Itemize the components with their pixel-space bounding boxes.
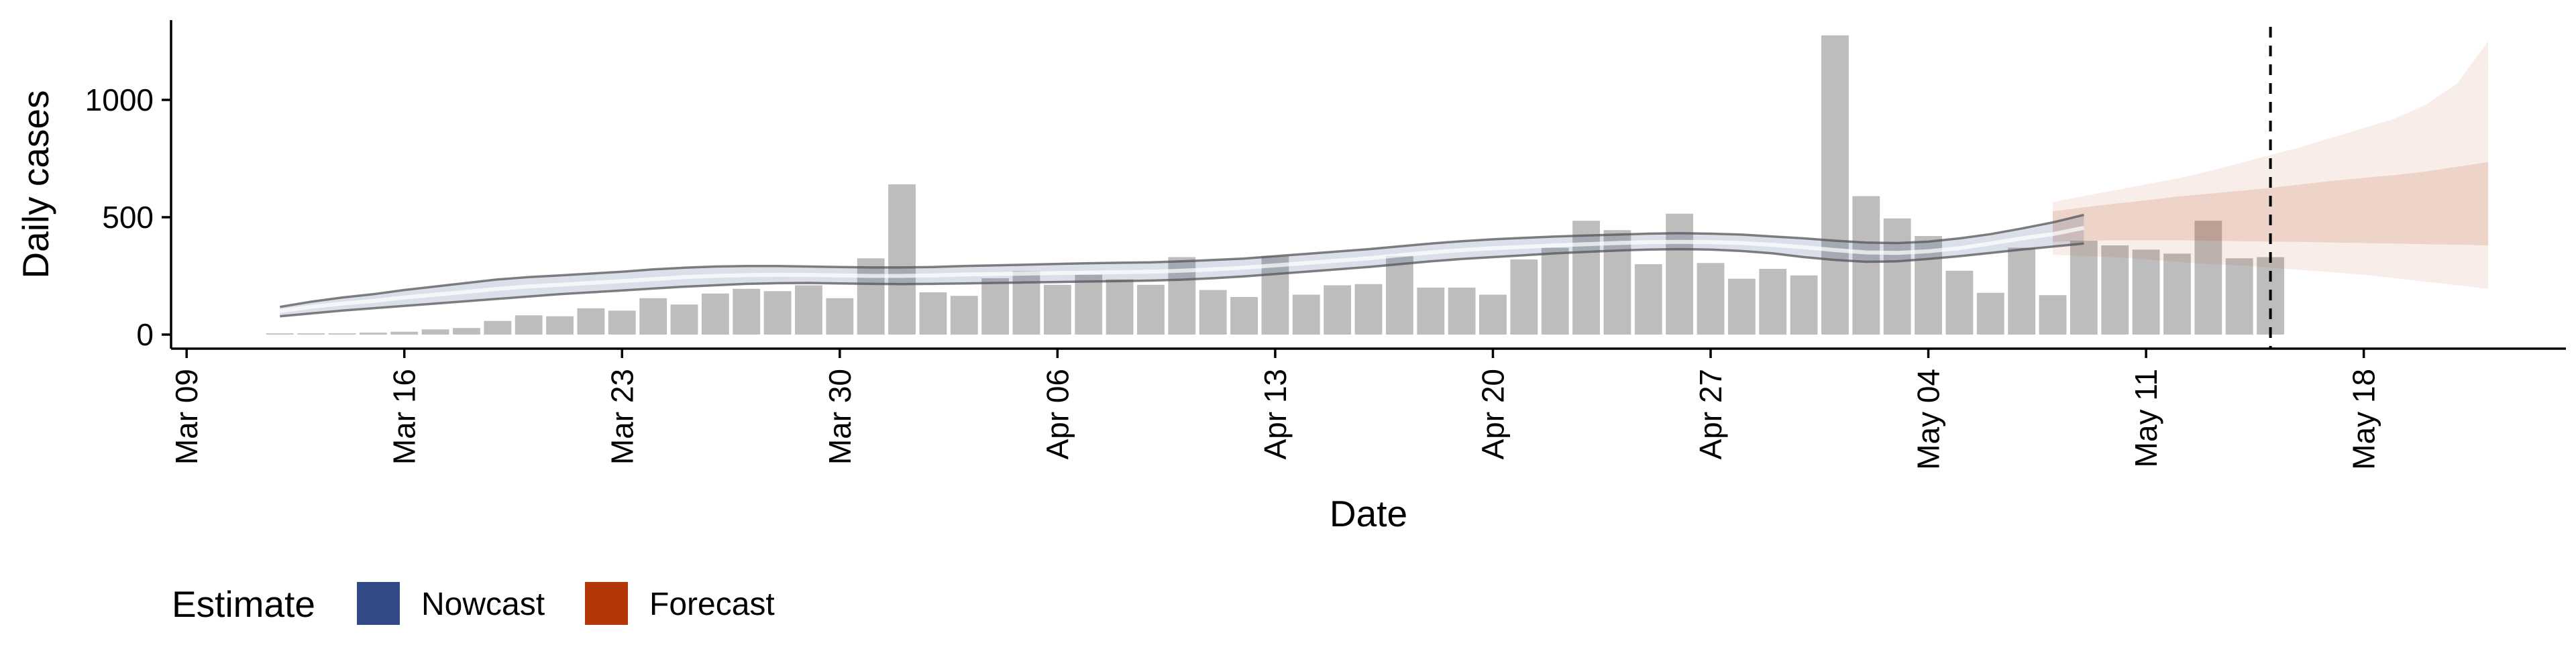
legend-key-nowcast: [357, 582, 400, 625]
daily-cases-bar: [1666, 213, 1694, 335]
daily-cases-bar: [1603, 230, 1631, 335]
daily-cases-bar: [2070, 241, 2098, 335]
daily-cases-bar: [1354, 284, 1383, 335]
daily-cases-bar: [1106, 279, 1134, 335]
legend-label-forecast: Forecast: [649, 587, 775, 622]
axes-layer: 0 500 1000 Mar 09 Mar 16 Mar 23 Mar 30 Apr 06 Ap…: [85, 20, 2566, 470]
x-tick-label: May 11: [2129, 369, 2163, 467]
daily-cases-bar: [546, 316, 574, 335]
daily-cases-bar: [484, 320, 512, 335]
daily-cases-bar: [1541, 247, 1569, 335]
daily-cases-bar: [515, 315, 543, 335]
daily-cases-bar: [1324, 285, 1352, 335]
daily-cases-bar: [1821, 35, 1849, 335]
legend-label-nowcast: Nowcast: [421, 587, 545, 622]
x-tick-label: Apr 13: [1258, 369, 1293, 460]
daily-cases-bar: [733, 288, 761, 335]
daily-cases-bar: [1230, 297, 1258, 335]
daily-cases-bar: [328, 333, 356, 335]
y-axis-title: Daily cases: [15, 90, 56, 278]
x-axis-title: Date: [1330, 493, 1407, 534]
nowcast-lower-bound: [280, 242, 2084, 318]
daily-cases-bar: [1292, 294, 1320, 335]
legend: Estimate Nowcast Forecast: [172, 582, 775, 625]
daily-cases-bar: [826, 298, 854, 335]
nowcast-layer: [279, 213, 2084, 318]
daily-cases-bar: [1790, 275, 1818, 335]
y-tick-label: 500: [102, 200, 154, 235]
daily-cases-bar: [857, 258, 885, 335]
daily-cases-bar: [2008, 247, 2036, 335]
x-tick-label: Mar 09: [169, 369, 204, 465]
daily-cases-bar: [2163, 253, 2191, 335]
daily-cases-bar: [1448, 288, 1476, 335]
daily-cases-bar: [1479, 294, 1507, 335]
daily-cases-bar: [1852, 196, 1880, 335]
legend-title: Estimate: [172, 583, 315, 625]
y-tick-label: 0: [136, 317, 154, 352]
daily-cases-bar: [919, 292, 947, 335]
y-tick-label: 1000: [85, 82, 154, 117]
nowcast-median-line: [279, 225, 2084, 313]
daily-cases-bar: [763, 291, 792, 335]
daily-cases-bar: [608, 310, 636, 335]
daily-cases-bar: [1727, 278, 1756, 335]
daily-cases-bar: [1883, 218, 1911, 335]
daily-cases-bar: [981, 278, 1010, 335]
daily-cases-bar: [2039, 295, 2067, 335]
daily-cases-bar: [1043, 284, 1071, 335]
daily-cases-bar: [1572, 221, 1600, 335]
daily-cases-bar: [1199, 290, 1227, 335]
daily-cases-bar: [888, 184, 916, 335]
daily-cases-bar: [297, 333, 325, 335]
daily-cases-bar: [1261, 255, 1289, 335]
x-tick-label: May 04: [1911, 369, 1946, 470]
daily-cases-bar: [701, 293, 729, 335]
daily-cases-bar: [1945, 270, 1974, 335]
daily-cases-bar: [2194, 221, 2222, 335]
daily-cases-bar: [577, 308, 605, 335]
legend-key-forecast: [585, 582, 628, 625]
daily-cases-bar: [421, 329, 449, 335]
daily-cases-bar: [2101, 245, 2129, 335]
daily-cases-bar: [1697, 263, 1725, 335]
daily-cases-bar: [795, 285, 822, 335]
bars-layer: [266, 35, 2284, 335]
daily-cases-bar: [359, 333, 387, 335]
daily-cases-bar: [1417, 288, 1445, 335]
x-tick-label: Apr 27: [1693, 369, 1728, 460]
daily-cases-bar: [1385, 255, 1413, 335]
x-tick-label: Apr 20: [1475, 369, 1510, 460]
x-tick-label: Apr 06: [1040, 369, 1075, 460]
daily-cases-bar: [453, 328, 480, 335]
daily-cases-bar: [950, 296, 978, 335]
daily-cases-bar: [2132, 249, 2160, 335]
daily-cases-bar: [639, 298, 667, 335]
nowcast-upper-bound: [280, 213, 2084, 308]
nowcast-ribbon: [280, 215, 2084, 316]
x-tick-label: May 18: [2347, 369, 2381, 470]
daily-cases-bar: [390, 331, 419, 335]
daily-cases-bar: [670, 304, 698, 335]
daily-cases-bar: [1976, 292, 2004, 335]
daily-cases-bar: [2225, 258, 2253, 335]
daily-cases-bar: [1634, 264, 1662, 335]
daily-cases-bar: [1137, 284, 1165, 335]
daily-cases-bar: [266, 333, 294, 335]
daily-cases-bar: [1510, 259, 1538, 335]
daily-cases-bar: [1075, 274, 1103, 335]
x-tick-label: Mar 30: [822, 369, 857, 465]
x-tick-label: Mar 16: [387, 369, 422, 465]
x-tick-label: Mar 23: [604, 369, 639, 465]
daily-cases-bar: [1759, 269, 1787, 335]
